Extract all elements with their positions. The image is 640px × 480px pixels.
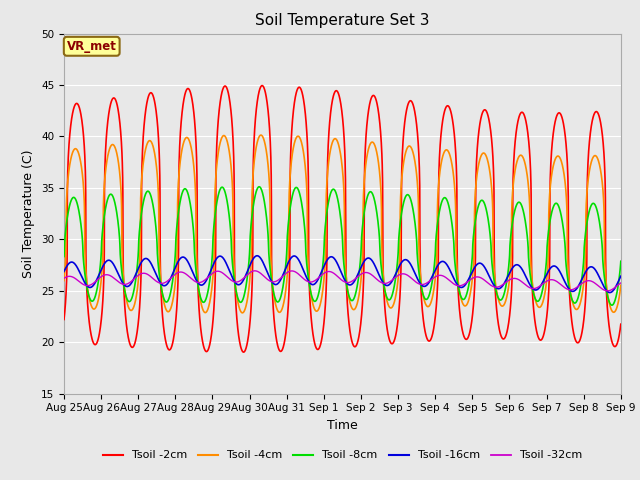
Title: Soil Temperature Set 3: Soil Temperature Set 3 (255, 13, 429, 28)
Y-axis label: Soil Temperature (C): Soil Temperature (C) (22, 149, 35, 278)
X-axis label: Time: Time (327, 419, 358, 432)
Legend: Tsoil -2cm, Tsoil -4cm, Tsoil -8cm, Tsoil -16cm, Tsoil -32cm: Tsoil -2cm, Tsoil -4cm, Tsoil -8cm, Tsoi… (99, 446, 586, 465)
Text: VR_met: VR_met (67, 40, 116, 53)
